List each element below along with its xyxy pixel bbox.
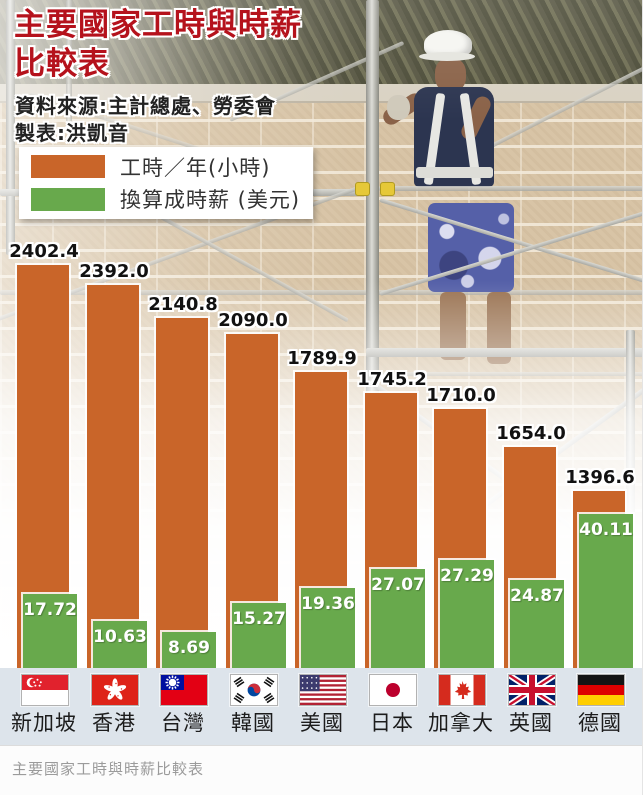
wage-bar — [162, 632, 216, 668]
hours-value-label: 1710.0 — [426, 385, 496, 406]
wage-value-label: 8.69 — [168, 638, 210, 658]
maker-text: 製表:洪凱音 — [15, 121, 129, 145]
country-label: 香港 — [92, 711, 136, 735]
wage-legend-label: 換算成時薪 (美元) — [120, 188, 301, 213]
south-korea-flag-icon — [230, 674, 278, 706]
hours-bar — [87, 285, 139, 668]
country-label: 新加坡 — [11, 711, 77, 735]
wage-value-label: 27.29 — [440, 566, 494, 586]
wage-bar — [440, 560, 494, 668]
country-label: 美國 — [300, 711, 344, 735]
wage-bar — [579, 514, 633, 668]
usa-flag-icon — [299, 674, 347, 706]
wage-value-label: 24.87 — [510, 586, 564, 606]
country-row: 新加坡 香港 台灣 韓國 美國 日本 加拿大 英國 德國 — [0, 668, 642, 745]
taiwan-flag-icon — [160, 674, 208, 706]
wage-value-label: 10.63 — [93, 627, 147, 647]
legend: 工時／年(小時) 換算成時薪 (美元) — [19, 147, 313, 219]
country-label: 韓國 — [231, 711, 275, 735]
japan-flag-icon — [369, 674, 417, 706]
wage-bar — [301, 588, 355, 668]
wage-bar — [232, 603, 286, 668]
hours-bar — [156, 318, 208, 668]
country-label: 台灣 — [161, 711, 205, 735]
wage-bar — [93, 621, 147, 668]
source-text: 資料來源:主計總處、勞委會 — [15, 94, 276, 118]
hours-value-label: 2392.0 — [79, 261, 149, 282]
hours-value-label: 2140.8 — [148, 294, 218, 315]
wage-value-label: 27.07 — [371, 575, 425, 595]
country-label: 日本 — [370, 711, 414, 735]
hours-value-label: 1654.0 — [496, 423, 566, 444]
wage-value-label: 15.27 — [232, 609, 286, 629]
uk-flag-icon — [508, 674, 556, 706]
hours-value-label: 2402.4 — [9, 241, 79, 262]
canada-flag-icon — [438, 674, 486, 706]
hours-legend-label: 工時／年(小時) — [120, 155, 271, 180]
hours-value-label: 1745.2 — [357, 369, 427, 390]
germany-flag-icon — [577, 674, 625, 706]
wage-value-label: 17.72 — [23, 600, 77, 620]
wage-bar — [510, 580, 564, 668]
wage-value-label: 19.36 — [301, 594, 355, 614]
caption-text: 主要國家工時與時薪比較表 — [12, 760, 205, 778]
chart: 2402.4 17.72 2392.0 10.63 2140.8 8.69 2090.0 15… — [9, 241, 635, 668]
wage-bar — [23, 594, 77, 668]
singapore-flag-icon — [21, 674, 69, 706]
hong-kong-flag-icon — [91, 674, 139, 706]
wage-legend-swatch — [31, 187, 105, 211]
hours-value-label: 2090.0 — [218, 310, 288, 331]
hours-value-label: 1789.9 — [287, 348, 357, 369]
wage-value-label: 40.11 — [579, 520, 633, 540]
hours-legend-swatch — [31, 155, 105, 179]
hours-value-label: 1396.6 — [565, 467, 635, 488]
country-label: 德國 — [578, 711, 622, 735]
wage-bar — [371, 569, 425, 668]
legend-row-wage: 換算成時薪 (美元) — [19, 184, 313, 214]
country-label: 加拿大 — [428, 711, 494, 735]
legend-row-hours: 工時／年(小時) — [19, 152, 313, 182]
country-label: 英國 — [509, 711, 553, 735]
page-title: 主要國家工時與時薪 比較表 — [14, 7, 302, 82]
caption-bar: 主要國家工時與時薪比較表 — [0, 745, 642, 795]
